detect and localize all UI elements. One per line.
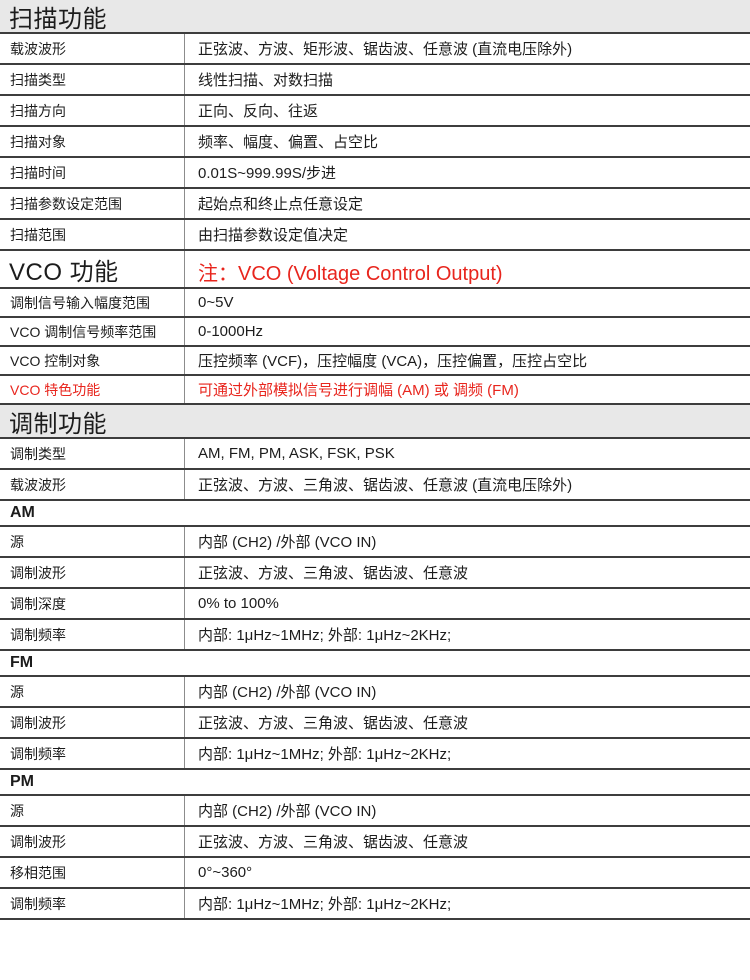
spec-row: 调制频率 内部: 1μHz~1MHz; 外部: 1μHz~2KHz; — [0, 620, 750, 651]
group-subheader: PM — [0, 770, 750, 796]
group-subheader-label: PM — [10, 773, 34, 790]
spec-row: 调制频率 内部: 1μHz~1MHz; 外部: 1μHz~2KHz; — [0, 739, 750, 770]
spec-row: 调制深度 0% to 100% — [0, 589, 750, 620]
spec-row: 扫描类型 线性扫描、对数扫描 — [0, 65, 750, 96]
row-value: 由扫描参数设定值决定 — [198, 227, 349, 244]
row-value: 正弦波、方波、三角波、锯齿波、任意波 — [198, 565, 469, 582]
row-label: 扫描方向 — [0, 96, 185, 125]
row-label: 调制频率 — [0, 620, 185, 649]
row-value: 压控频率 (VCF)，压控幅度 (VCA)，压控偏置，压控占空比 — [198, 353, 588, 370]
row-label: 调制频率 — [0, 739, 185, 768]
row-label: 扫描范围 — [0, 220, 185, 249]
spec-row: 源内部 (CH2) /外部 (VCO IN) — [0, 527, 750, 558]
row-label: 载波波形 — [0, 470, 185, 499]
row-value: 可通过外部模拟信号进行调幅 (AM) 或 调频 (FM) — [198, 382, 519, 399]
row-value: 内部 (CH2) /外部 (VCO IN) — [198, 803, 377, 820]
row-label: 源 — [0, 677, 185, 706]
spec-row: 调制波形 正弦波、方波、三角波、锯齿波、任意波 — [0, 708, 750, 739]
spec-row: 载波波形 正弦波、方波、矩形波、锯齿波、任意波 (直流电压除外) — [0, 34, 750, 65]
row-label: 调制波形 — [0, 558, 185, 587]
section-title: 扫描功能 — [9, 5, 107, 33]
group-subheader-label: AM — [10, 504, 35, 521]
row-label: 源 — [0, 796, 185, 825]
row-label: VCO 控制对象 — [0, 347, 185, 374]
row-value: AM, FM, PM, ASK, FSK, PSK — [198, 445, 395, 462]
row-label: 调制类型 — [0, 439, 185, 468]
spec-row: VCO 特色功能 可通过外部模拟信号进行调幅 (AM) 或 调频 (FM) — [0, 376, 750, 405]
spec-row: 移相范围 0°~360° — [0, 858, 750, 889]
group-subheader: FM — [0, 651, 750, 677]
group-subheader-label: FM — [10, 654, 34, 671]
row-value: 内部: 1μHz~1MHz; 外部: 1μHz~2KHz; — [198, 627, 452, 644]
row-value: 内部: 1μHz~1MHz; 外部: 1μHz~2KHz; — [198, 896, 452, 913]
row-value: 内部 (CH2) /外部 (VCO IN) — [198, 534, 377, 551]
spec-row: 扫描范围 由扫描参数设定值决定 — [0, 220, 750, 251]
row-label: 调制深度 — [0, 589, 185, 618]
row-label: 调制信号输入幅度范围 — [0, 289, 185, 316]
row-label: 调制频率 — [0, 889, 185, 918]
row-label: 扫描类型 — [0, 65, 185, 94]
row-label: 调制波形 — [0, 827, 185, 856]
spec-row: 调制信号输入幅度范围 0~5V — [0, 289, 750, 318]
row-value: 正弦波、方波、三角波、锯齿波、任意波 (直流电压除外) — [198, 477, 573, 494]
row-value: 0.01S~999.99S/步进 — [198, 165, 337, 182]
row-value: 内部 (CH2) /外部 (VCO IN) — [198, 684, 377, 701]
spec-row: 扫描时间 0.01S~999.99S/步进 — [0, 158, 750, 189]
spec-table: 扫描功能 载波波形 正弦波、方波、矩形波、锯齿波、任意波 (直流电压除外) 扫描类型线… — [0, 0, 750, 920]
row-label: VCO 特色功能 — [0, 376, 185, 403]
spec-row: 源内部 (CH2) /外部 (VCO IN) — [0, 677, 750, 708]
vco-section-header: VCO 功能 注：VCO (Voltage Control Output) — [0, 251, 750, 289]
section-title: 调制功能 — [9, 410, 107, 438]
spec-row: VCO 控制对象 压控频率 (VCF)，压控幅度 (VCA)，压控偏置，压控占空比 — [0, 347, 750, 376]
spec-row: 调制波形 正弦波、方波、三角波、锯齿波、任意波 — [0, 558, 750, 589]
spec-row: 调制频率 内部: 1μHz~1MHz; 外部: 1μHz~2KHz; — [0, 889, 750, 920]
row-value: 正向、反向、往返 — [198, 103, 319, 120]
section-header: 调制功能 — [0, 405, 750, 439]
spec-row: 调制类型 AM, FM, PM, ASK, FSK, PSK — [0, 439, 750, 470]
section-title: VCO 功能 — [0, 251, 185, 287]
spec-row: 调制波形 正弦波、方波、三角波、锯齿波、任意波 — [0, 827, 750, 858]
spec-row: 扫描参数设定范围 起始点和终止点任意设定 — [0, 189, 750, 220]
row-value: 线性扫描、对数扫描 — [198, 72, 334, 89]
row-label: 扫描参数设定范围 — [0, 189, 185, 218]
row-label: 扫描时间 — [0, 158, 185, 187]
row-label: 扫描对象 — [0, 127, 185, 156]
row-value: 频率、幅度、偏置、占空比 — [198, 134, 379, 151]
vco-note: 注：VCO (Voltage Control Output) — [198, 262, 503, 285]
row-value: 起始点和终止点任意设定 — [198, 196, 364, 213]
spec-row: VCO 调制信号频率范围 0-1000Hz — [0, 318, 750, 347]
row-label: 移相范围 — [0, 858, 185, 887]
row-value: 0~5V — [198, 294, 234, 311]
row-value: 正弦波、方波、三角波、锯齿波、任意波 — [198, 715, 469, 732]
row-value: 0-1000Hz — [198, 323, 264, 340]
row-value: 0% to 100% — [198, 595, 279, 612]
spec-sheet: 扫描功能 载波波形 正弦波、方波、矩形波、锯齿波、任意波 (直流电压除外) 扫描类型线… — [0, 0, 750, 920]
row-value: 正弦波、方波、矩形波、锯齿波、任意波 (直流电压除外) — [198, 41, 573, 58]
row-value: 正弦波、方波、三角波、锯齿波、任意波 — [198, 834, 469, 851]
row-value: 内部: 1μHz~1MHz; 外部: 1μHz~2KHz; — [198, 746, 452, 763]
row-label: 调制波形 — [0, 708, 185, 737]
spec-row: 扫描方向 正向、反向、往返 — [0, 96, 750, 127]
section-header: 扫描功能 — [0, 0, 750, 34]
group-subheader: AM — [0, 501, 750, 527]
row-value: 0°~360° — [198, 864, 253, 881]
row-label: 载波波形 — [0, 34, 185, 63]
spec-row: 扫描对象 频率、幅度、偏置、占空比 — [0, 127, 750, 158]
spec-row: 载波波形 正弦波、方波、三角波、锯齿波、任意波 (直流电压除外) — [0, 470, 750, 501]
spec-row: 源内部 (CH2) /外部 (VCO IN) — [0, 796, 750, 827]
row-label: 源 — [0, 527, 185, 556]
row-label: VCO 调制信号频率范围 — [0, 318, 185, 345]
